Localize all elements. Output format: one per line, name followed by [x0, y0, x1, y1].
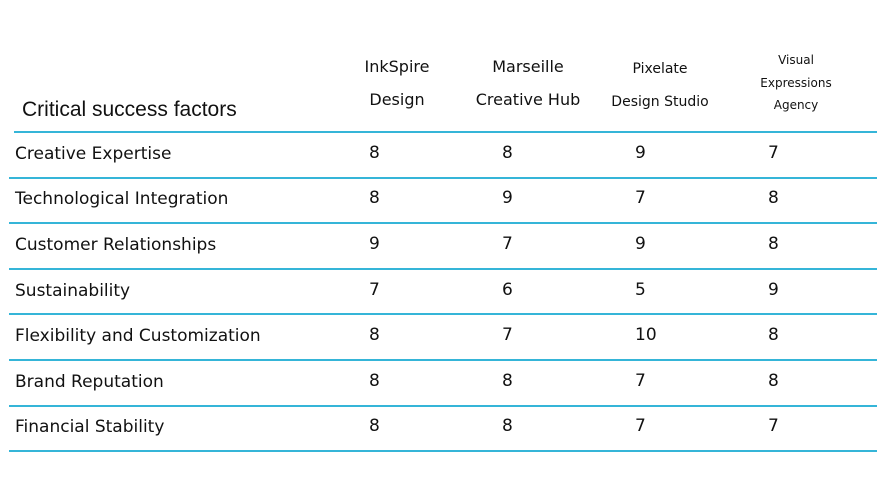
- column-header: Design Studio: [611, 94, 709, 110]
- score-cell: 8: [369, 142, 380, 163]
- row-label: Sustainability: [15, 280, 131, 301]
- score-cell: 7: [502, 234, 513, 254]
- column-header: Creative Hub: [475, 90, 581, 109]
- score-cell: 9: [502, 188, 513, 209]
- score-cell: 9: [635, 142, 646, 163]
- row-label: Financial Stability: [15, 417, 165, 438]
- score-cell: 8: [768, 370, 779, 391]
- score-cell: 7: [635, 416, 646, 437]
- column-header: Agency: [773, 98, 819, 112]
- row-label: Flexibility and Customization: [15, 326, 261, 347]
- score-cell: 8: [369, 325, 380, 346]
- row-rule: [9, 222, 877, 224]
- score-cell: 7: [369, 279, 380, 300]
- row-label: Technological Integration: [15, 189, 229, 210]
- column-header: Marseille: [492, 57, 564, 76]
- score-cell: 8: [369, 188, 380, 209]
- score-cell: 7: [768, 416, 779, 437]
- header-rule: [14, 131, 877, 133]
- score-cell: 7: [768, 142, 779, 163]
- score-cell: 8: [768, 325, 779, 346]
- row-rule: [9, 450, 877, 452]
- score-cell: 9: [768, 279, 779, 300]
- score-cell: 6: [502, 279, 513, 300]
- row-rule: [9, 268, 877, 270]
- score-cell: 8: [768, 234, 779, 254]
- column-header: Pixelate: [632, 61, 688, 77]
- score-cell: 8: [502, 416, 513, 437]
- score-cell: 9: [635, 234, 646, 254]
- table-title: Critical success factors: [22, 98, 237, 121]
- column-header: Design: [369, 90, 425, 109]
- score-cell: 8: [768, 188, 779, 209]
- column-header: Expressions: [760, 75, 832, 90]
- score-cell: 8: [502, 142, 513, 163]
- score-cell: 7: [635, 188, 646, 209]
- score-cell: 5: [635, 279, 646, 300]
- score-cell: 8: [502, 370, 513, 391]
- score-cell: 7: [635, 370, 646, 391]
- row-label: Customer Relationships: [15, 235, 217, 255]
- row-label: Brand Reputation: [15, 371, 164, 392]
- row-rule: [9, 313, 877, 315]
- score-cell: 8: [369, 370, 380, 391]
- row-rule: [9, 405, 877, 407]
- column-header: InkSpire: [364, 57, 430, 76]
- score-cell: 7: [502, 325, 513, 346]
- row-rule: [9, 359, 877, 361]
- score-cell: 8: [369, 416, 380, 437]
- row-rule: [9, 177, 877, 179]
- score-cell: 9: [369, 234, 380, 254]
- column-header: Visual: [778, 53, 814, 67]
- score-cell: 10: [635, 325, 657, 346]
- row-label: Creative Expertise: [15, 143, 172, 164]
